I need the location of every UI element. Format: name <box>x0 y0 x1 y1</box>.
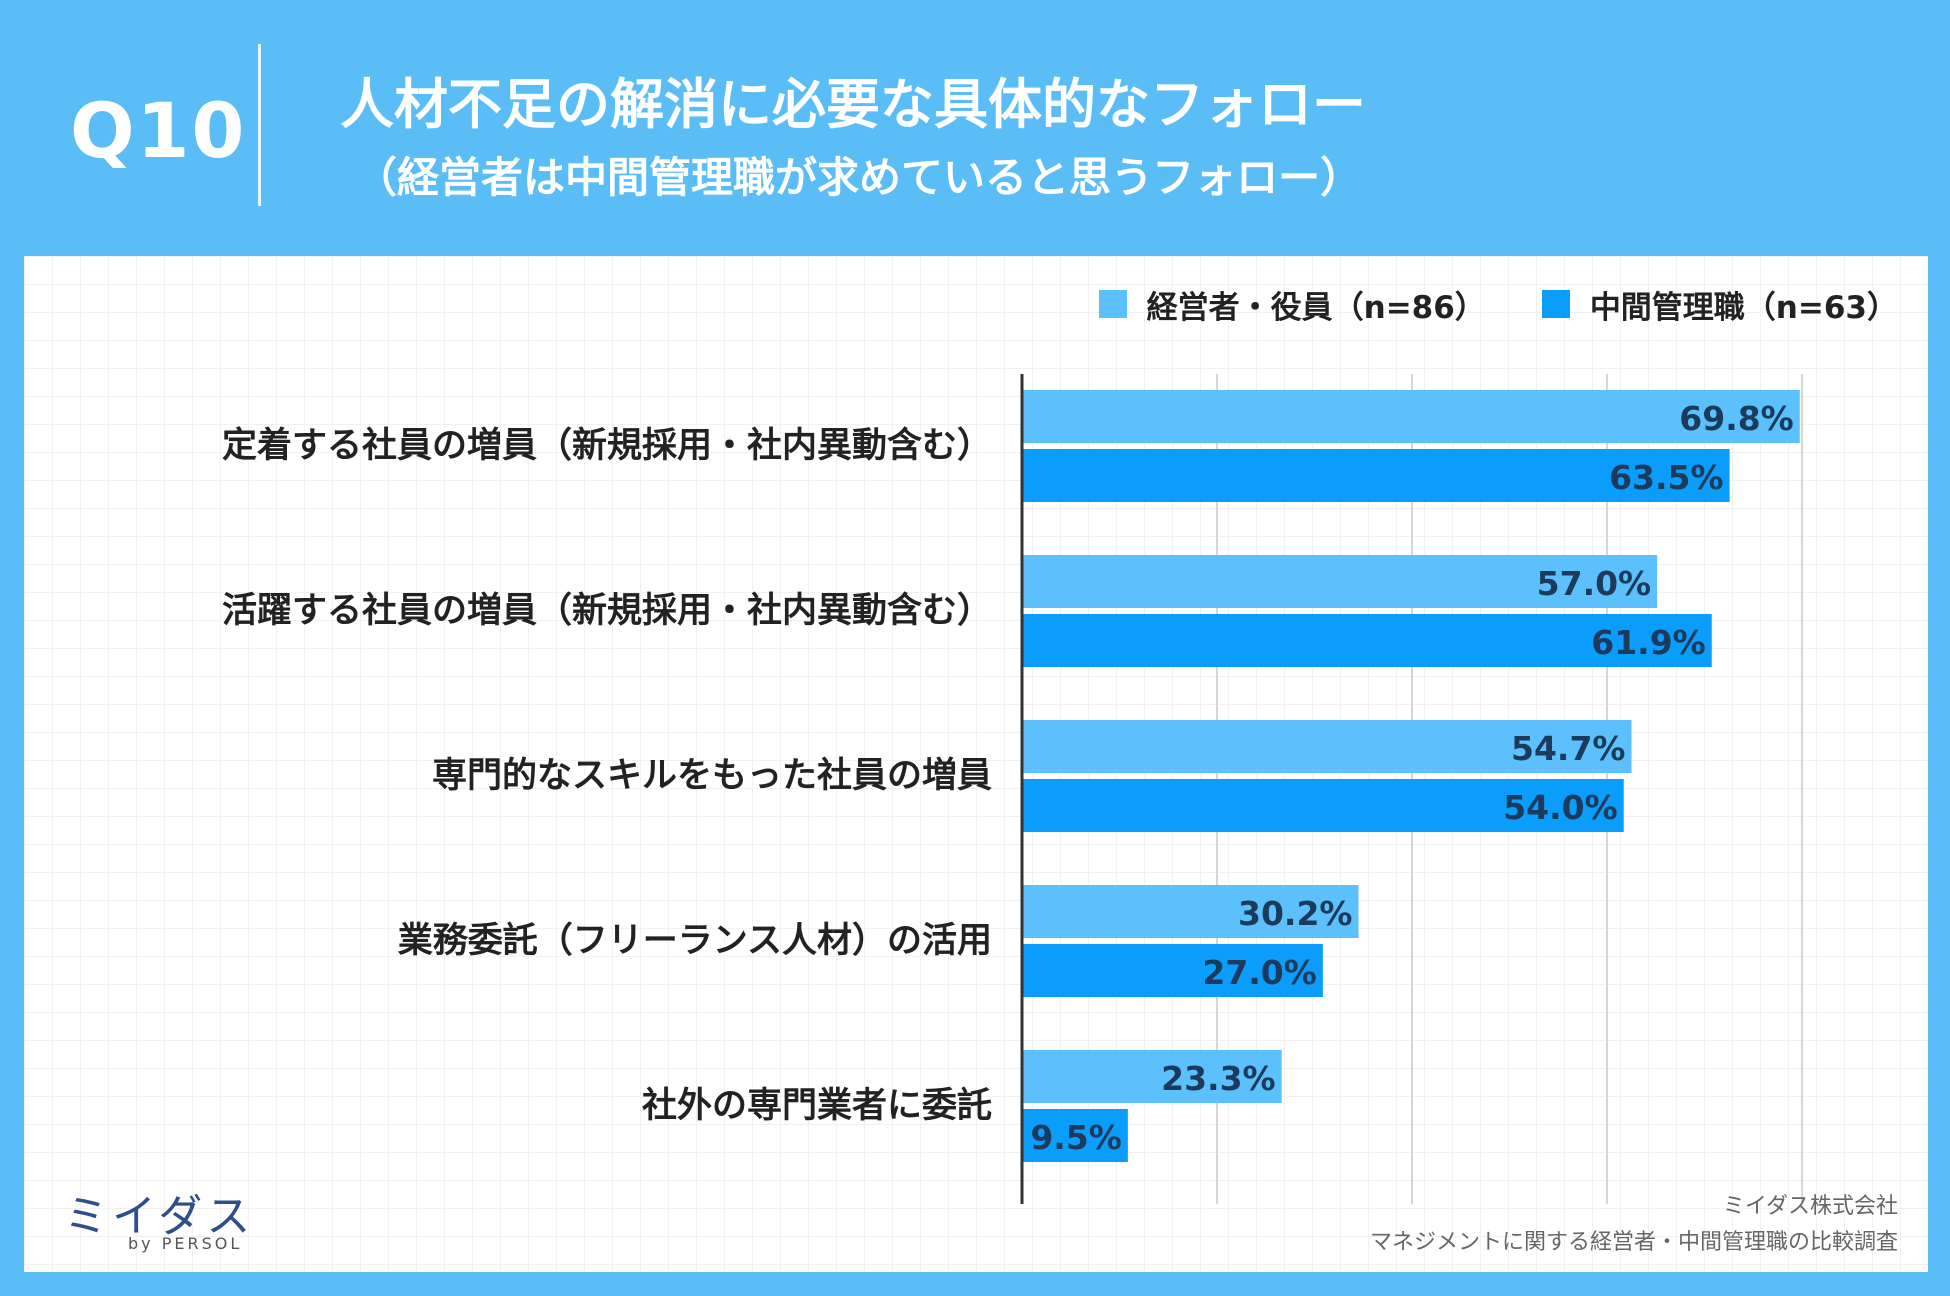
value-label-executives-1: 69.8% <box>1679 399 1794 438</box>
value-label-executives-2: 57.0% <box>1537 564 1652 603</box>
header: Q10 人材不足の解消に必要な具体的なフォロー （経営者は中間管理職が求めている… <box>0 0 1950 250</box>
bar-chart: 定着する社員の増員（新規採用・社内異動含む） 69.8% 63.5% 活躍する社員の増… <box>222 374 1803 1204</box>
value-label-executives-4: 30.2% <box>1238 894 1353 933</box>
logo-wordmark: ミイダス <box>64 1191 255 1242</box>
chart-panel: 経営者・役員（n=86） 中間管理職（n=63） 定着する社員の増員（新規採用・… <box>24 256 1928 1272</box>
legend-label-executives: 経営者・役員（n=86） <box>1146 289 1486 326</box>
legend-swatch-managers <box>1541 290 1570 318</box>
bar-managers-1 <box>1022 449 1730 502</box>
legend-item-executives: 経営者・役員（n=86） <box>1098 282 1486 327</box>
category-label-3: 専門的なスキルをもった社員の増員 <box>432 756 992 796</box>
value-label-managers-3: 54.0% <box>1503 788 1618 827</box>
legend-item-managers: 中間管理職（n=63） <box>1541 282 1898 327</box>
category-label-5: 社外の専門業者に委託 <box>642 1086 992 1126</box>
bar-executives-3 <box>1022 720 1632 773</box>
value-label-managers-2: 61.9% <box>1591 623 1706 662</box>
value-label-managers-5: 9.5% <box>1030 1118 1122 1157</box>
value-label-managers-4: 27.0% <box>1202 953 1317 992</box>
legend: 経営者・役員（n=86） 中間管理職（n=63） <box>1043 282 1898 326</box>
bar-executives-4 <box>1022 885 1359 938</box>
category-label-1: 定着する社員の増員（新規採用・社内異動含む） <box>222 426 992 466</box>
logo-byline: by PERSOL <box>128 1234 243 1253</box>
bar-executives-1 <box>1022 390 1800 443</box>
survey-credit: マネジメントに関する経営者・中間管理職の比較調査 <box>1369 1230 1898 1255</box>
value-label-executives-5: 23.3% <box>1161 1059 1276 1098</box>
bar-managers-3 <box>1022 779 1624 832</box>
category-label-4: 業務委託（フリーランス人材）の活用 <box>398 921 992 961</box>
value-label-executives-3: 54.7% <box>1511 729 1626 768</box>
bar-managers-5 <box>1022 1109 1128 1162</box>
miidas-logo: ミイダス by PERSOL <box>64 1180 314 1260</box>
bar-managers-4 <box>1022 944 1323 997</box>
value-label-managers-1: 63.5% <box>1609 458 1724 497</box>
bar-executives-2 <box>1022 555 1658 608</box>
chart-subtitle: （経営者は中間管理職が求めていると思うフォロー） <box>355 153 1363 202</box>
chart-title: 人材不足の解消に必要な具体的なフォロー <box>340 73 1366 136</box>
legend-swatch-executives <box>1098 290 1127 318</box>
question-number: Q10 <box>70 86 247 175</box>
legend-label-managers: 中間管理職（n=63） <box>1589 289 1898 326</box>
category-label-2: 活躍する社員の増員（新規採用・社内異動含む） <box>222 591 992 631</box>
bar-executives-5 <box>1022 1050 1282 1103</box>
bar-managers-2 <box>1022 614 1712 667</box>
company-credit: ミイダス株式会社 <box>1722 1194 1898 1219</box>
header-divider <box>258 44 261 206</box>
